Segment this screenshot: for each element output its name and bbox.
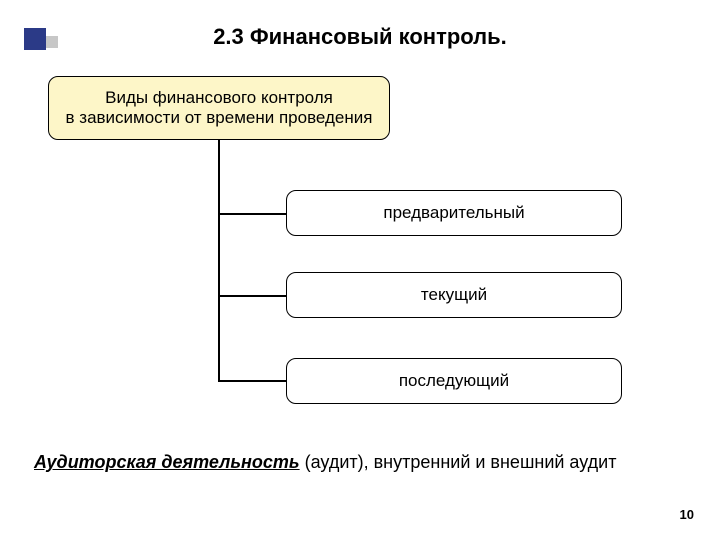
root-node-line2: в зависимости от времени проведения	[49, 108, 389, 128]
connector-branch-2	[218, 295, 286, 297]
root-node-line1: Виды финансового контроля	[49, 88, 389, 108]
child-node-1: предварительный	[286, 190, 622, 236]
slide-title: 2.3 Финансовый контроль.	[0, 24, 720, 50]
slide: 2.3 Финансовый контроль. Виды финансовог…	[0, 0, 720, 540]
child-node-3: последующий	[286, 358, 622, 404]
footer-term: Аудиторская деятельность	[34, 452, 300, 472]
root-node: Виды финансового контроля в зависимости …	[48, 76, 390, 140]
footer-text: Аудиторская деятельность (аудит), внутре…	[34, 452, 694, 473]
page-number: 10	[680, 507, 694, 522]
footer-rest: (аудит), внутренний и внешний аудит	[300, 452, 617, 472]
connector-branch-3	[218, 380, 286, 382]
connector-trunk	[218, 140, 220, 382]
connector-branch-1	[218, 213, 286, 215]
child-node-2: текущий	[286, 272, 622, 318]
